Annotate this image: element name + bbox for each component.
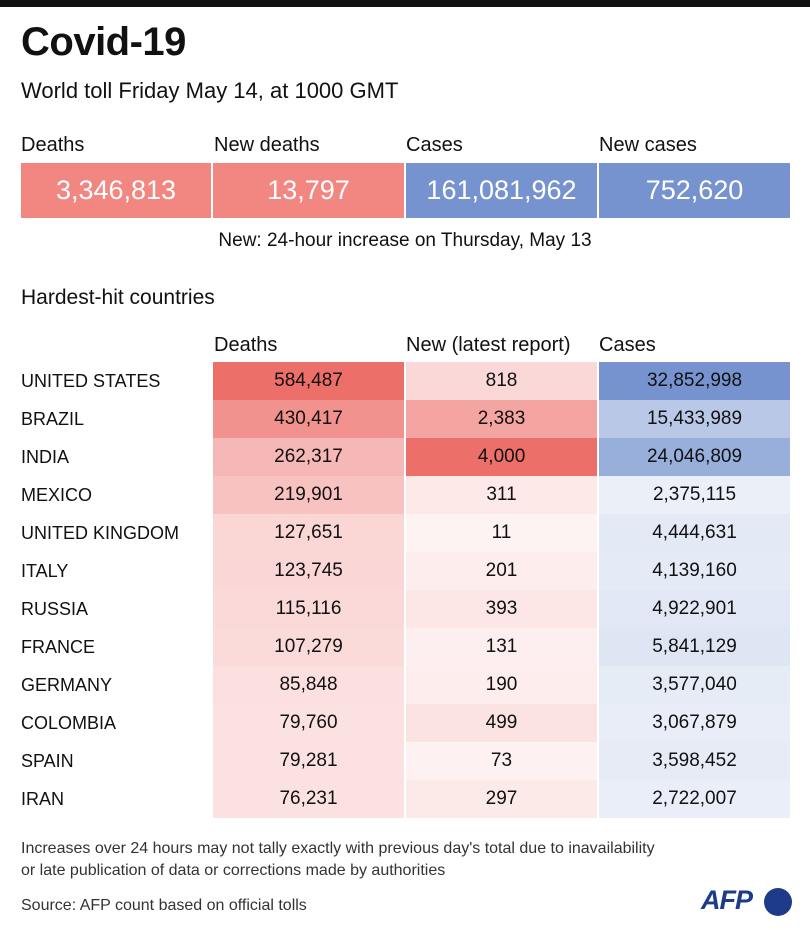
cell-cases: 4,139,160 <box>599 552 790 590</box>
cell-new: 393 <box>406 590 597 628</box>
table-row: UNITED KINGDOM 127,651 11 4,444,631 <box>0 514 810 552</box>
cell-deaths: 115,116 <box>213 590 404 628</box>
section-title: Hardest-hit countries <box>21 286 215 309</box>
country-name: MEXICO <box>21 485 93 505</box>
cell-cases: 5,841,129 <box>599 628 790 666</box>
cell-deaths: 430,417 <box>213 400 404 438</box>
country-name: SPAIN <box>21 751 74 771</box>
cell-deaths: 123,745 <box>213 552 404 590</box>
cell-new: 190 <box>406 666 597 704</box>
cell-new: 2,383 <box>406 400 597 438</box>
summary-label-new-deaths: New deaths <box>214 134 320 156</box>
country-name: COLOMBIA <box>21 713 117 733</box>
summary-value-deaths: 3,346,813 <box>21 163 211 218</box>
summary-note: New: 24-hour increase on Thursday, May 1… <box>218 230 592 251</box>
table-row: COLOMBIA 79,760 499 3,067,879 <box>0 704 810 742</box>
table-row: MEXICO 219,901 311 2,375,115 <box>0 476 810 514</box>
cell-cases: 24,046,809 <box>599 438 790 476</box>
summary-value-new-deaths: 13,797 <box>213 163 404 218</box>
cell-cases: 3,577,040 <box>599 666 790 704</box>
table-row: ITALY 123,745 201 4,139,160 <box>0 552 810 590</box>
summary-label-deaths: Deaths <box>21 134 85 156</box>
table-row: UNITED STATES 584,487 818 32,852,998 <box>0 362 810 400</box>
country-name: IRAN <box>21 789 65 809</box>
cell-deaths: 127,651 <box>213 514 404 552</box>
country-name: ITALY <box>21 561 69 581</box>
table-row: IRAN 76,231 297 2,722,007 <box>0 780 810 818</box>
column-header-deaths: Deaths <box>214 334 278 356</box>
cell-new: 297 <box>406 780 597 818</box>
cell-deaths: 584,487 <box>213 362 404 400</box>
cell-cases: 2,722,007 <box>599 780 790 818</box>
table-row: SPAIN 79,281 73 3,598,452 <box>0 742 810 780</box>
country-name: GERMANY <box>21 675 113 695</box>
table-row: GERMANY 85,848 190 3,577,040 <box>0 666 810 704</box>
table-row: FRANCE 107,279 131 5,841,129 <box>0 628 810 666</box>
cell-cases: 4,922,901 <box>599 590 790 628</box>
cell-new: 11 <box>406 514 597 552</box>
afp-logo: AFP <box>701 885 753 915</box>
country-name: RUSSIA <box>21 599 89 619</box>
cell-new: 131 <box>406 628 597 666</box>
cell-deaths: 76,231 <box>213 780 404 818</box>
cell-new: 311 <box>406 476 597 514</box>
column-header-cases: Cases <box>599 334 656 356</box>
country-name: UNITED STATES <box>21 371 161 391</box>
cell-deaths: 79,281 <box>213 742 404 780</box>
top-bar <box>0 0 810 7</box>
cell-cases: 4,444,631 <box>599 514 790 552</box>
cell-cases: 3,598,452 <box>599 742 790 780</box>
cell-new: 4,000 <box>406 438 597 476</box>
cell-new: 499 <box>406 704 597 742</box>
summary-label-new-cases: New cases <box>599 134 697 156</box>
cell-deaths: 85,848 <box>213 666 404 704</box>
country-name: FRANCE <box>21 637 96 657</box>
afp-logo-circle-icon <box>764 888 792 916</box>
cell-deaths: 107,279 <box>213 628 404 666</box>
cell-cases: 3,067,879 <box>599 704 790 742</box>
cell-cases: 15,433,989 <box>599 400 790 438</box>
table-row: INDIA 262,317 4,000 24,046,809 <box>0 438 810 476</box>
summary-value-new-cases: 752,620 <box>599 163 790 218</box>
cell-deaths: 219,901 <box>213 476 404 514</box>
table-row: RUSSIA 115,116 393 4,922,901 <box>0 590 810 628</box>
cell-new: 818 <box>406 362 597 400</box>
country-name: UNITED KINGDOM <box>21 523 180 543</box>
footnote-line: Increases over 24 hours may not tally ex… <box>21 840 655 857</box>
footnote-line: or late publication of data or correctio… <box>21 862 446 879</box>
country-name: BRAZIL <box>21 409 85 429</box>
table-row: BRAZIL 430,417 2,383 15,433,989 <box>0 400 810 438</box>
country-name: INDIA <box>21 447 70 467</box>
cell-cases: 2,375,115 <box>599 476 790 514</box>
footnote: Increases over 24 hours may not tally ex… <box>21 838 655 882</box>
cell-deaths: 262,317 <box>213 438 404 476</box>
page-subtitle: World toll Friday May 14, at 1000 GMT <box>21 78 399 103</box>
cell-new: 73 <box>406 742 597 780</box>
cell-new: 201 <box>406 552 597 590</box>
cell-deaths: 79,760 <box>213 704 404 742</box>
column-header-new: New (latest report) <box>406 334 571 356</box>
summary-label-cases: Cases <box>406 134 463 156</box>
cell-cases: 32,852,998 <box>599 362 790 400</box>
source-text: Source: AFP count based on official toll… <box>21 897 307 914</box>
page-title: Covid-19 <box>21 20 186 64</box>
summary-value-cases: 161,081,962 <box>406 163 597 218</box>
